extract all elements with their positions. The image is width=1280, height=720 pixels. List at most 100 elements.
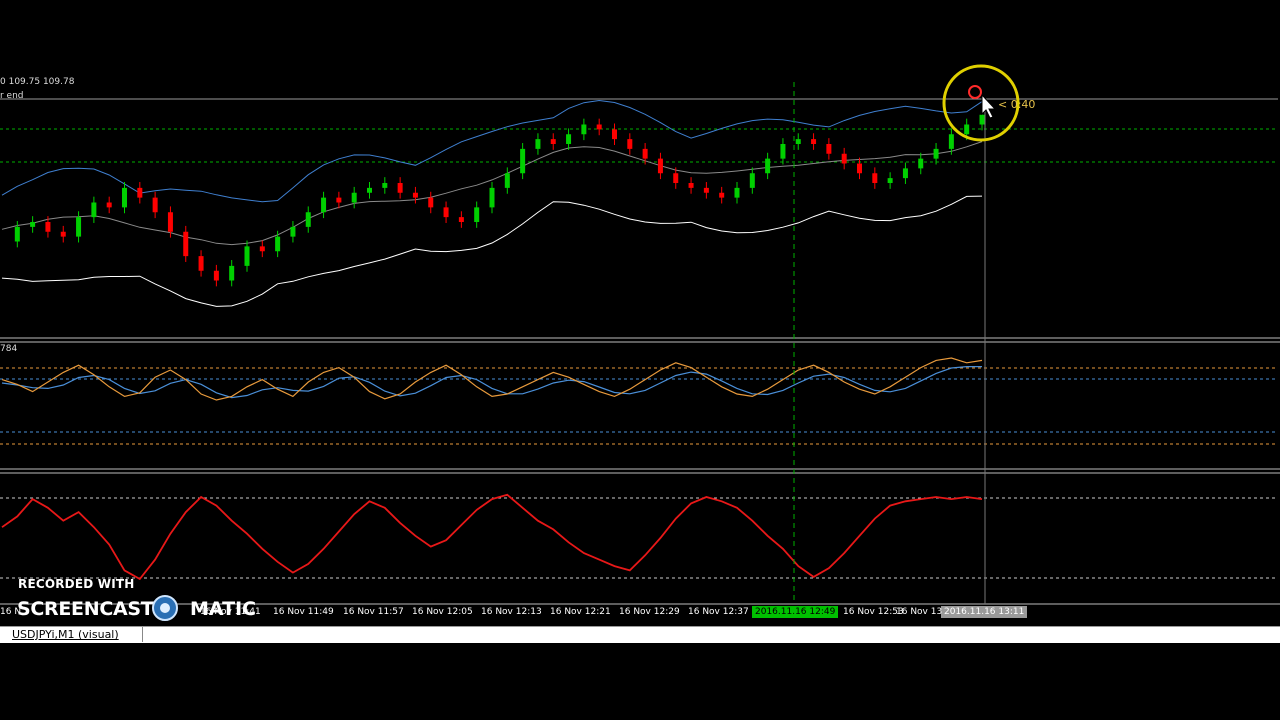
candle-body xyxy=(795,139,801,144)
candle-body xyxy=(734,187,740,198)
cursor-time-label: 2016.11.16 12:49 xyxy=(755,607,836,617)
bollinger-lower-band xyxy=(1,195,983,307)
cursor-highlight-ring xyxy=(942,64,1020,142)
candle-body xyxy=(673,173,679,183)
current-time-label: 2016.11.16 13:11 xyxy=(944,607,1025,617)
candle-body xyxy=(412,192,418,198)
stochastic-panel-label: 784 xyxy=(0,344,18,354)
stochastic-main-line xyxy=(1,357,983,401)
candle-body xyxy=(703,187,709,193)
candle-body xyxy=(321,197,327,213)
candle-body xyxy=(688,183,694,188)
bollinger-upper-band xyxy=(1,99,983,203)
time-label: 16 Nov 12:21 xyxy=(550,607,611,617)
candle-body xyxy=(305,212,311,227)
candlesticks xyxy=(14,108,985,287)
candle-body xyxy=(167,212,173,232)
main-price-panel xyxy=(0,98,1278,307)
candle-body xyxy=(780,144,786,159)
candle-body xyxy=(872,173,878,183)
candle-body xyxy=(244,246,250,266)
candle-body xyxy=(918,158,924,169)
candle-body xyxy=(566,134,572,144)
candle-body xyxy=(183,231,189,257)
time-label: 16 N xyxy=(0,607,22,617)
candle-body xyxy=(826,144,832,154)
candle-body xyxy=(489,187,495,208)
candle-body xyxy=(106,202,112,208)
candle-body xyxy=(458,217,464,222)
candle-body xyxy=(275,236,281,252)
candle-body xyxy=(933,148,939,159)
price-info-label: 0 109.75 109.78 xyxy=(0,77,75,87)
candle-body xyxy=(627,139,633,149)
time-label: 16 Nov 11:57 xyxy=(343,607,404,617)
candle-body xyxy=(811,139,817,144)
candle-body xyxy=(535,139,541,149)
candle-body xyxy=(336,197,342,203)
candle-body xyxy=(213,270,219,281)
candle-body xyxy=(550,139,556,144)
candle-body xyxy=(122,187,127,208)
candle-body xyxy=(137,187,143,198)
candle-body xyxy=(259,246,265,252)
candle-body xyxy=(765,158,771,174)
cursor-time-box xyxy=(752,606,838,618)
record-dot-icon xyxy=(152,595,178,621)
candle-body xyxy=(474,207,480,222)
candle-body xyxy=(443,207,449,218)
chart-tab-bar: USDJPYi,M1 (visual) xyxy=(0,626,1280,643)
candle-body xyxy=(290,226,296,237)
click-marker xyxy=(968,85,982,99)
candle-body xyxy=(596,124,602,130)
candle-body xyxy=(642,148,648,159)
watermark-line1: RECORDED WITH xyxy=(18,577,135,591)
candle-body xyxy=(229,265,235,281)
candle-body xyxy=(76,217,82,237)
candle-body xyxy=(428,197,434,208)
oscillator-panel xyxy=(0,493,1278,581)
candle-body xyxy=(152,197,158,213)
candle-body xyxy=(520,148,526,174)
indicator-name-label: r end xyxy=(0,91,24,101)
candle-body xyxy=(979,114,985,125)
stochastic-signal-line xyxy=(1,366,982,399)
candle-body xyxy=(60,231,66,237)
candle-body xyxy=(30,222,36,227)
candle-body xyxy=(657,158,663,174)
stochastic-panel xyxy=(0,357,1278,445)
time-label: 16 Nov 11:41 xyxy=(200,607,261,617)
time-label: 16 Nov 12:13 xyxy=(481,607,542,617)
time-label: 16 Nov 12:53 xyxy=(843,607,904,617)
candle-body xyxy=(198,256,204,271)
candle-body xyxy=(351,192,357,203)
candle-body xyxy=(902,168,908,179)
watermark-brand-a: SCREENCAST xyxy=(17,598,154,620)
candle-body xyxy=(749,173,755,188)
time-label: 16 Nov 11:49 xyxy=(273,607,334,617)
candle-body xyxy=(857,163,862,174)
candle-body xyxy=(612,129,617,140)
current-time-box xyxy=(941,606,1027,618)
candle-body xyxy=(45,222,51,232)
candle-body xyxy=(841,153,847,164)
candle-body xyxy=(581,124,587,135)
candle-body xyxy=(367,187,372,193)
candle-body xyxy=(382,183,388,188)
time-label: 16 Nov 12:37 xyxy=(688,607,749,617)
candle-body xyxy=(91,202,97,218)
candle-body xyxy=(397,183,403,193)
candle-body xyxy=(964,124,970,135)
bollinger-middle-band xyxy=(1,141,983,246)
time-label: 16 Nov 12:29 xyxy=(619,607,680,617)
candle-body xyxy=(948,134,954,149)
watermark-brand-b: MATIC xyxy=(190,598,257,620)
chart-tab[interactable]: USDJPYi,M1 (visual) xyxy=(4,627,143,642)
oscillator-line xyxy=(1,493,983,581)
bar-countdown: < 0:40 xyxy=(998,98,1036,111)
candle-body xyxy=(887,178,893,183)
time-label: 16 Nov 13 xyxy=(896,607,943,617)
mouse-pointer-icon xyxy=(981,93,997,119)
candle-body xyxy=(14,226,20,242)
